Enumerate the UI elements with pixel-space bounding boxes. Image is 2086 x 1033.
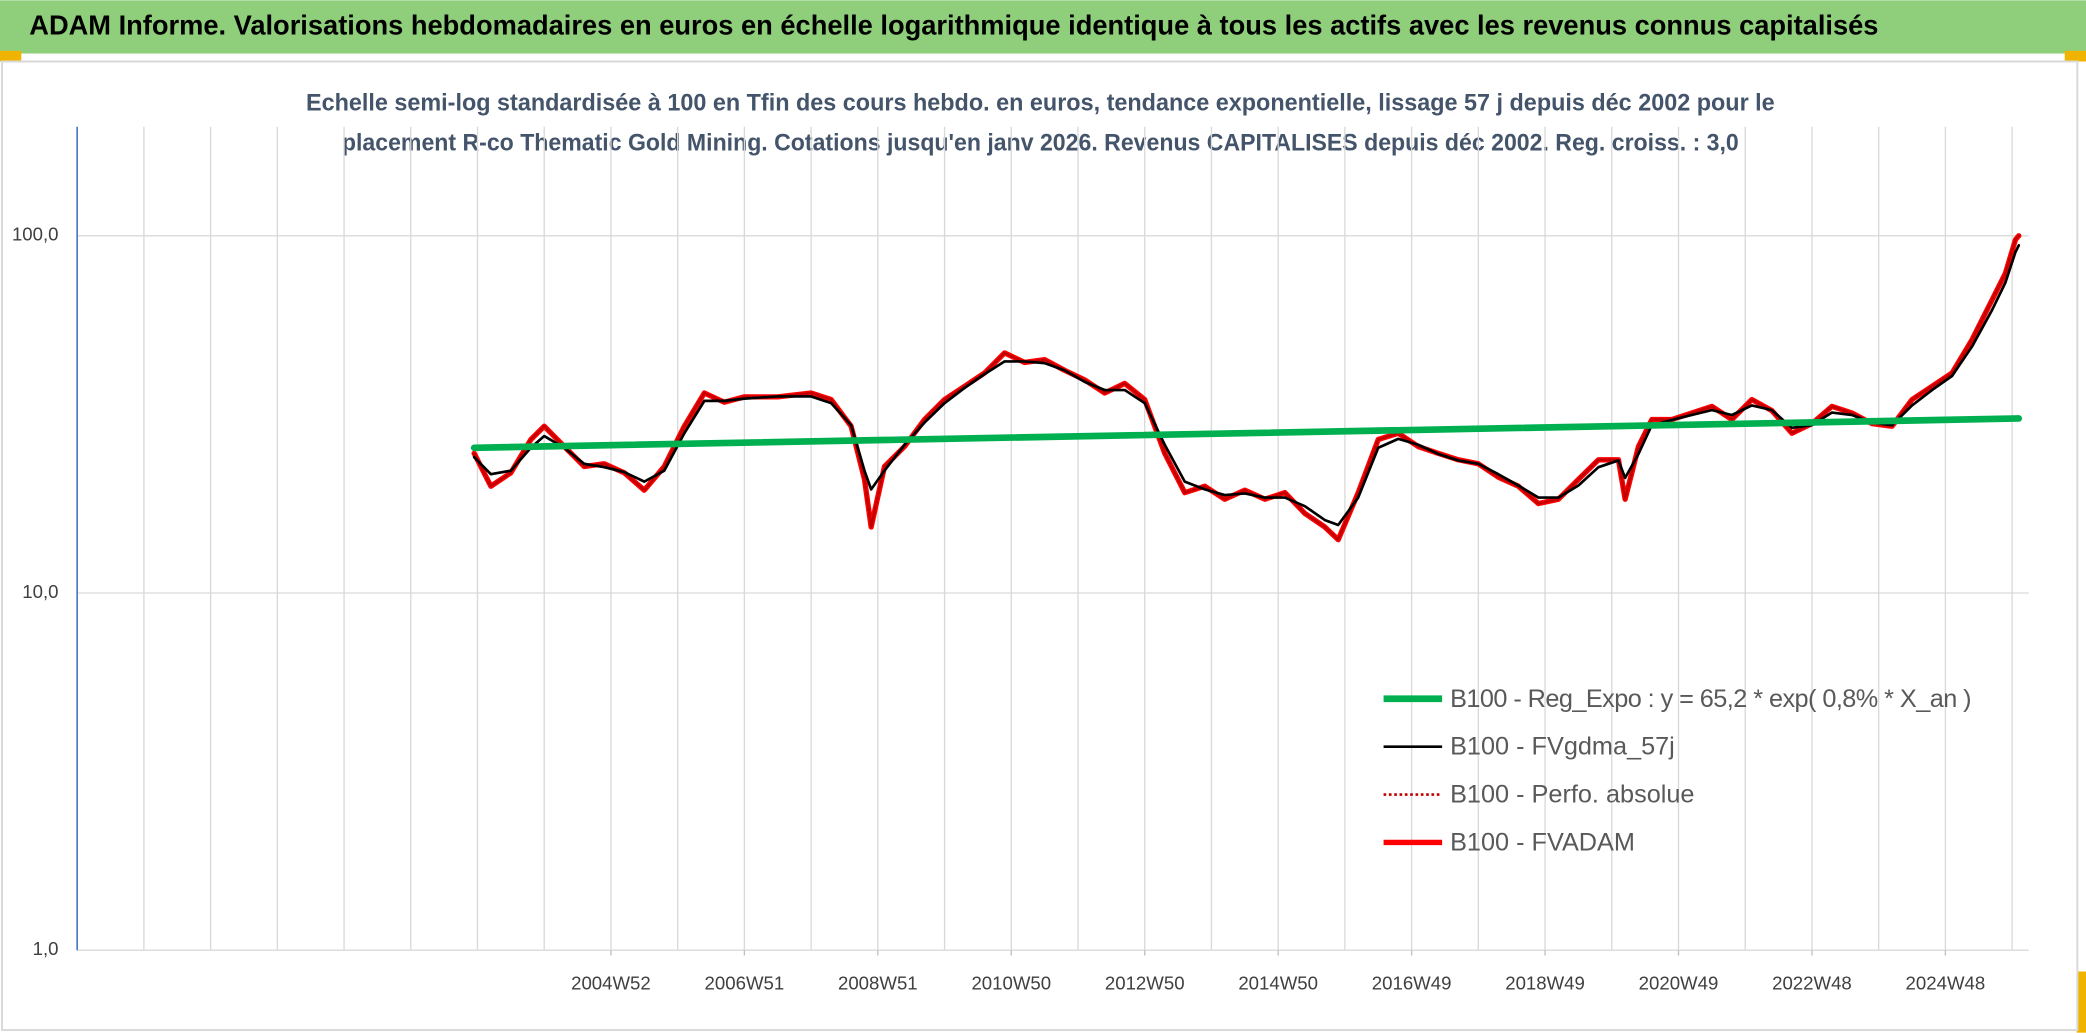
x-tick-label: 2018W49 (1505, 973, 1585, 994)
chart-subtitle: Echelle semi-log standardisée à 100 en T… (306, 89, 1775, 116)
y-tick-label: 10,0 (22, 581, 58, 602)
x-tick-label: 2008W51 (838, 973, 918, 994)
grid: 1,0 10,0 100,0 2004W52 2006W51 2008W51 2010W50… (12, 126, 2029, 994)
legend-label: B100 - FVgdma_57j (1450, 733, 1675, 761)
x-tick-label: 2020W49 (1639, 973, 1719, 994)
x-tick-label: 2012W50 (1105, 973, 1185, 994)
legend-label: B100 - Perfo. absolue (1450, 781, 1694, 809)
legend: B100 - Reg_Expo : y = 65,2 * exp( 0,8% *… (1383, 685, 1972, 856)
legend-label: B100 - Reg_Expo : y = 65,2 * exp( 0,8% *… (1450, 685, 1972, 713)
x-tick-label: 2016W49 (1372, 973, 1452, 994)
y-tick-label: 1,0 (33, 938, 59, 959)
series-line (472, 244, 2021, 527)
chart-title: ADAM Informe. Valorisations hebdomadaire… (29, 9, 1878, 40)
chart-border (0, 60, 2079, 1032)
x-tick-label: 2014W50 (1238, 973, 1318, 994)
corner-right (2064, 50, 2086, 62)
plot-lines (470, 233, 2023, 543)
y-tick-label: 100,0 (12, 224, 59, 245)
corner-bottom (2076, 971, 2086, 1033)
x-tick-label: 2006W51 (705, 973, 785, 994)
series-line (470, 415, 2023, 452)
title-banner (0, 0, 2086, 54)
chart-subtitle: placement R-co Thematic Gold Mining. Cot… (342, 129, 1739, 156)
legend-label: B100 - FVADAM (1450, 828, 1635, 856)
corner-left (0, 50, 22, 62)
x-tick-label: 2010W50 (971, 973, 1051, 994)
x-tick-label: 2004W52 (571, 973, 651, 994)
x-tick-label: 2022W48 (1772, 973, 1852, 994)
x-tick-label: 2024W48 (1906, 973, 1986, 994)
